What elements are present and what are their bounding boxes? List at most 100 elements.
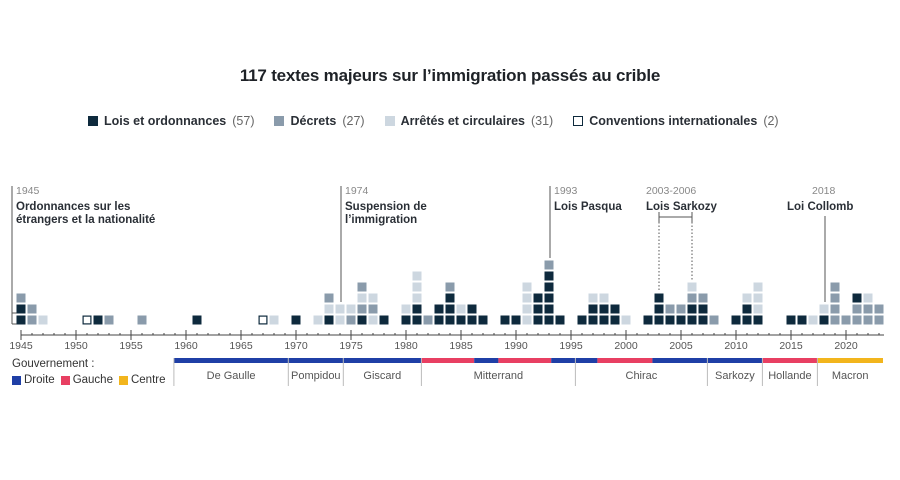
unit-square-arrete bbox=[753, 282, 763, 292]
government-legend-gauche: Gauche bbox=[60, 374, 113, 386]
unit-square-arrete bbox=[412, 271, 422, 281]
unit-square-loi bbox=[577, 315, 587, 325]
government-period-droite bbox=[474, 358, 499, 363]
government-legend: Droite Gauche Centre bbox=[12, 374, 166, 386]
unit-square-arrete bbox=[269, 315, 279, 325]
unit-square-loi bbox=[544, 304, 554, 314]
unit-square-loi bbox=[654, 304, 664, 314]
unit-square-convention bbox=[82, 315, 92, 325]
government-period-droite bbox=[173, 358, 422, 363]
president-label: De Gaulle bbox=[207, 370, 256, 382]
legend-item-decrets: Décrets (27) bbox=[274, 114, 365, 128]
unit-square-loi bbox=[698, 315, 708, 325]
legend-count: (27) bbox=[342, 114, 365, 128]
x-tick-label: 2020 bbox=[834, 340, 858, 352]
unit-square-loi bbox=[753, 315, 763, 325]
annotation-label: Loi Collomb bbox=[787, 201, 853, 213]
unit-square-arrete bbox=[456, 304, 466, 314]
unit-square-loi bbox=[555, 315, 565, 325]
x-tick-label: 1980 bbox=[394, 340, 418, 352]
unit-square-arrete bbox=[357, 293, 367, 303]
unit-square-loi bbox=[434, 304, 444, 314]
unit-square-arrete bbox=[313, 315, 323, 325]
unit-square-loi bbox=[192, 315, 202, 325]
unit-square-arrete bbox=[401, 304, 411, 314]
legend-swatch-gauche bbox=[60, 375, 70, 385]
president-label: Giscard bbox=[363, 370, 401, 382]
unit-square-loi bbox=[533, 293, 543, 303]
unit-square-decret bbox=[137, 315, 147, 325]
unit-square-loi bbox=[610, 304, 620, 314]
unit-square-decret bbox=[698, 293, 708, 303]
legend-swatch-centre bbox=[118, 375, 128, 385]
unit-square-loi bbox=[16, 304, 26, 314]
legend-count: (2) bbox=[763, 114, 779, 128]
unit-square-loi bbox=[588, 315, 598, 325]
x-tick-label: 2010 bbox=[724, 340, 748, 352]
unit-square-loi bbox=[467, 304, 477, 314]
government-period-gauche bbox=[421, 358, 475, 363]
unit-square-loi bbox=[698, 304, 708, 314]
x-tick-label: 1975 bbox=[339, 340, 363, 352]
annotation-label: l’immigration bbox=[345, 214, 417, 226]
government-period-centre bbox=[817, 358, 883, 363]
unit-square-decret bbox=[324, 293, 334, 303]
unit-square-loi bbox=[797, 315, 807, 325]
unit-square-decret bbox=[346, 315, 356, 325]
x-tick-label: 1985 bbox=[449, 340, 473, 352]
annotation-label: Lois Pasqua bbox=[554, 201, 622, 213]
unit-square-loi bbox=[544, 315, 554, 325]
unit-square-loi bbox=[445, 304, 455, 314]
unit-square-loi bbox=[665, 315, 675, 325]
unit-square-decret bbox=[841, 315, 851, 325]
x-tick-label: 2015 bbox=[779, 340, 803, 352]
legend-label: Droite bbox=[24, 374, 55, 386]
unit-square-loi bbox=[357, 315, 367, 325]
unit-square-loi bbox=[544, 271, 554, 281]
unit-square-decret bbox=[544, 260, 554, 270]
unit-square-loi bbox=[742, 315, 752, 325]
unit-square-loi bbox=[687, 304, 697, 314]
legend-item-lois: Lois et ordonnances (57) bbox=[88, 114, 254, 128]
unit-square-loi bbox=[511, 315, 521, 325]
unit-square-decret bbox=[357, 282, 367, 292]
x-tick-label: 2000 bbox=[614, 340, 638, 352]
unit-square-loi bbox=[16, 315, 26, 325]
unit-square-loi bbox=[599, 315, 609, 325]
unit-square-arrete bbox=[335, 315, 345, 325]
president-label: Pompidou bbox=[291, 370, 341, 382]
legend-label: Centre bbox=[130, 374, 166, 386]
unit-square-arrete bbox=[753, 293, 763, 303]
president-label: Chirac bbox=[626, 370, 658, 382]
unit-square-arrete bbox=[38, 315, 48, 325]
x-tick-label: 1955 bbox=[119, 340, 143, 352]
legend-swatch-decrets bbox=[274, 116, 285, 126]
unit-square-loi bbox=[533, 315, 543, 325]
unit-square-arrete bbox=[412, 282, 422, 292]
annotation-label: étrangers et la nationalité bbox=[16, 214, 155, 226]
annotation-label: Ordonnances sur les bbox=[16, 201, 130, 213]
unit-square-arrete bbox=[324, 304, 334, 314]
x-tick-label: 1970 bbox=[284, 340, 308, 352]
annotation-label: Suspension de bbox=[345, 201, 427, 213]
unit-square-loi bbox=[544, 293, 554, 303]
unit-square-decret bbox=[27, 304, 37, 314]
unit-square-arrete bbox=[522, 315, 532, 325]
unit-square-arrete bbox=[687, 282, 697, 292]
unit-square-loi bbox=[379, 315, 389, 325]
annotation-label: Lois Sarkozy bbox=[646, 201, 718, 213]
unit-square-loi bbox=[291, 315, 301, 325]
unit-square-loi bbox=[676, 315, 686, 325]
unit-square-loi bbox=[412, 304, 422, 314]
unit-square-loi bbox=[588, 304, 598, 314]
unit-square-arrete bbox=[346, 304, 356, 314]
unit-square-arrete bbox=[522, 282, 532, 292]
unit-square-decret bbox=[665, 304, 675, 314]
annotation-date: 2003-2006 bbox=[646, 185, 696, 197]
president-label: Mitterrand bbox=[474, 370, 524, 382]
unit-square-loi bbox=[467, 315, 477, 325]
x-tick-label: 1960 bbox=[174, 340, 198, 352]
unit-square-arrete bbox=[335, 304, 345, 314]
legend-label: Conventions internationales bbox=[589, 114, 758, 128]
unit-square-loi bbox=[654, 315, 664, 325]
